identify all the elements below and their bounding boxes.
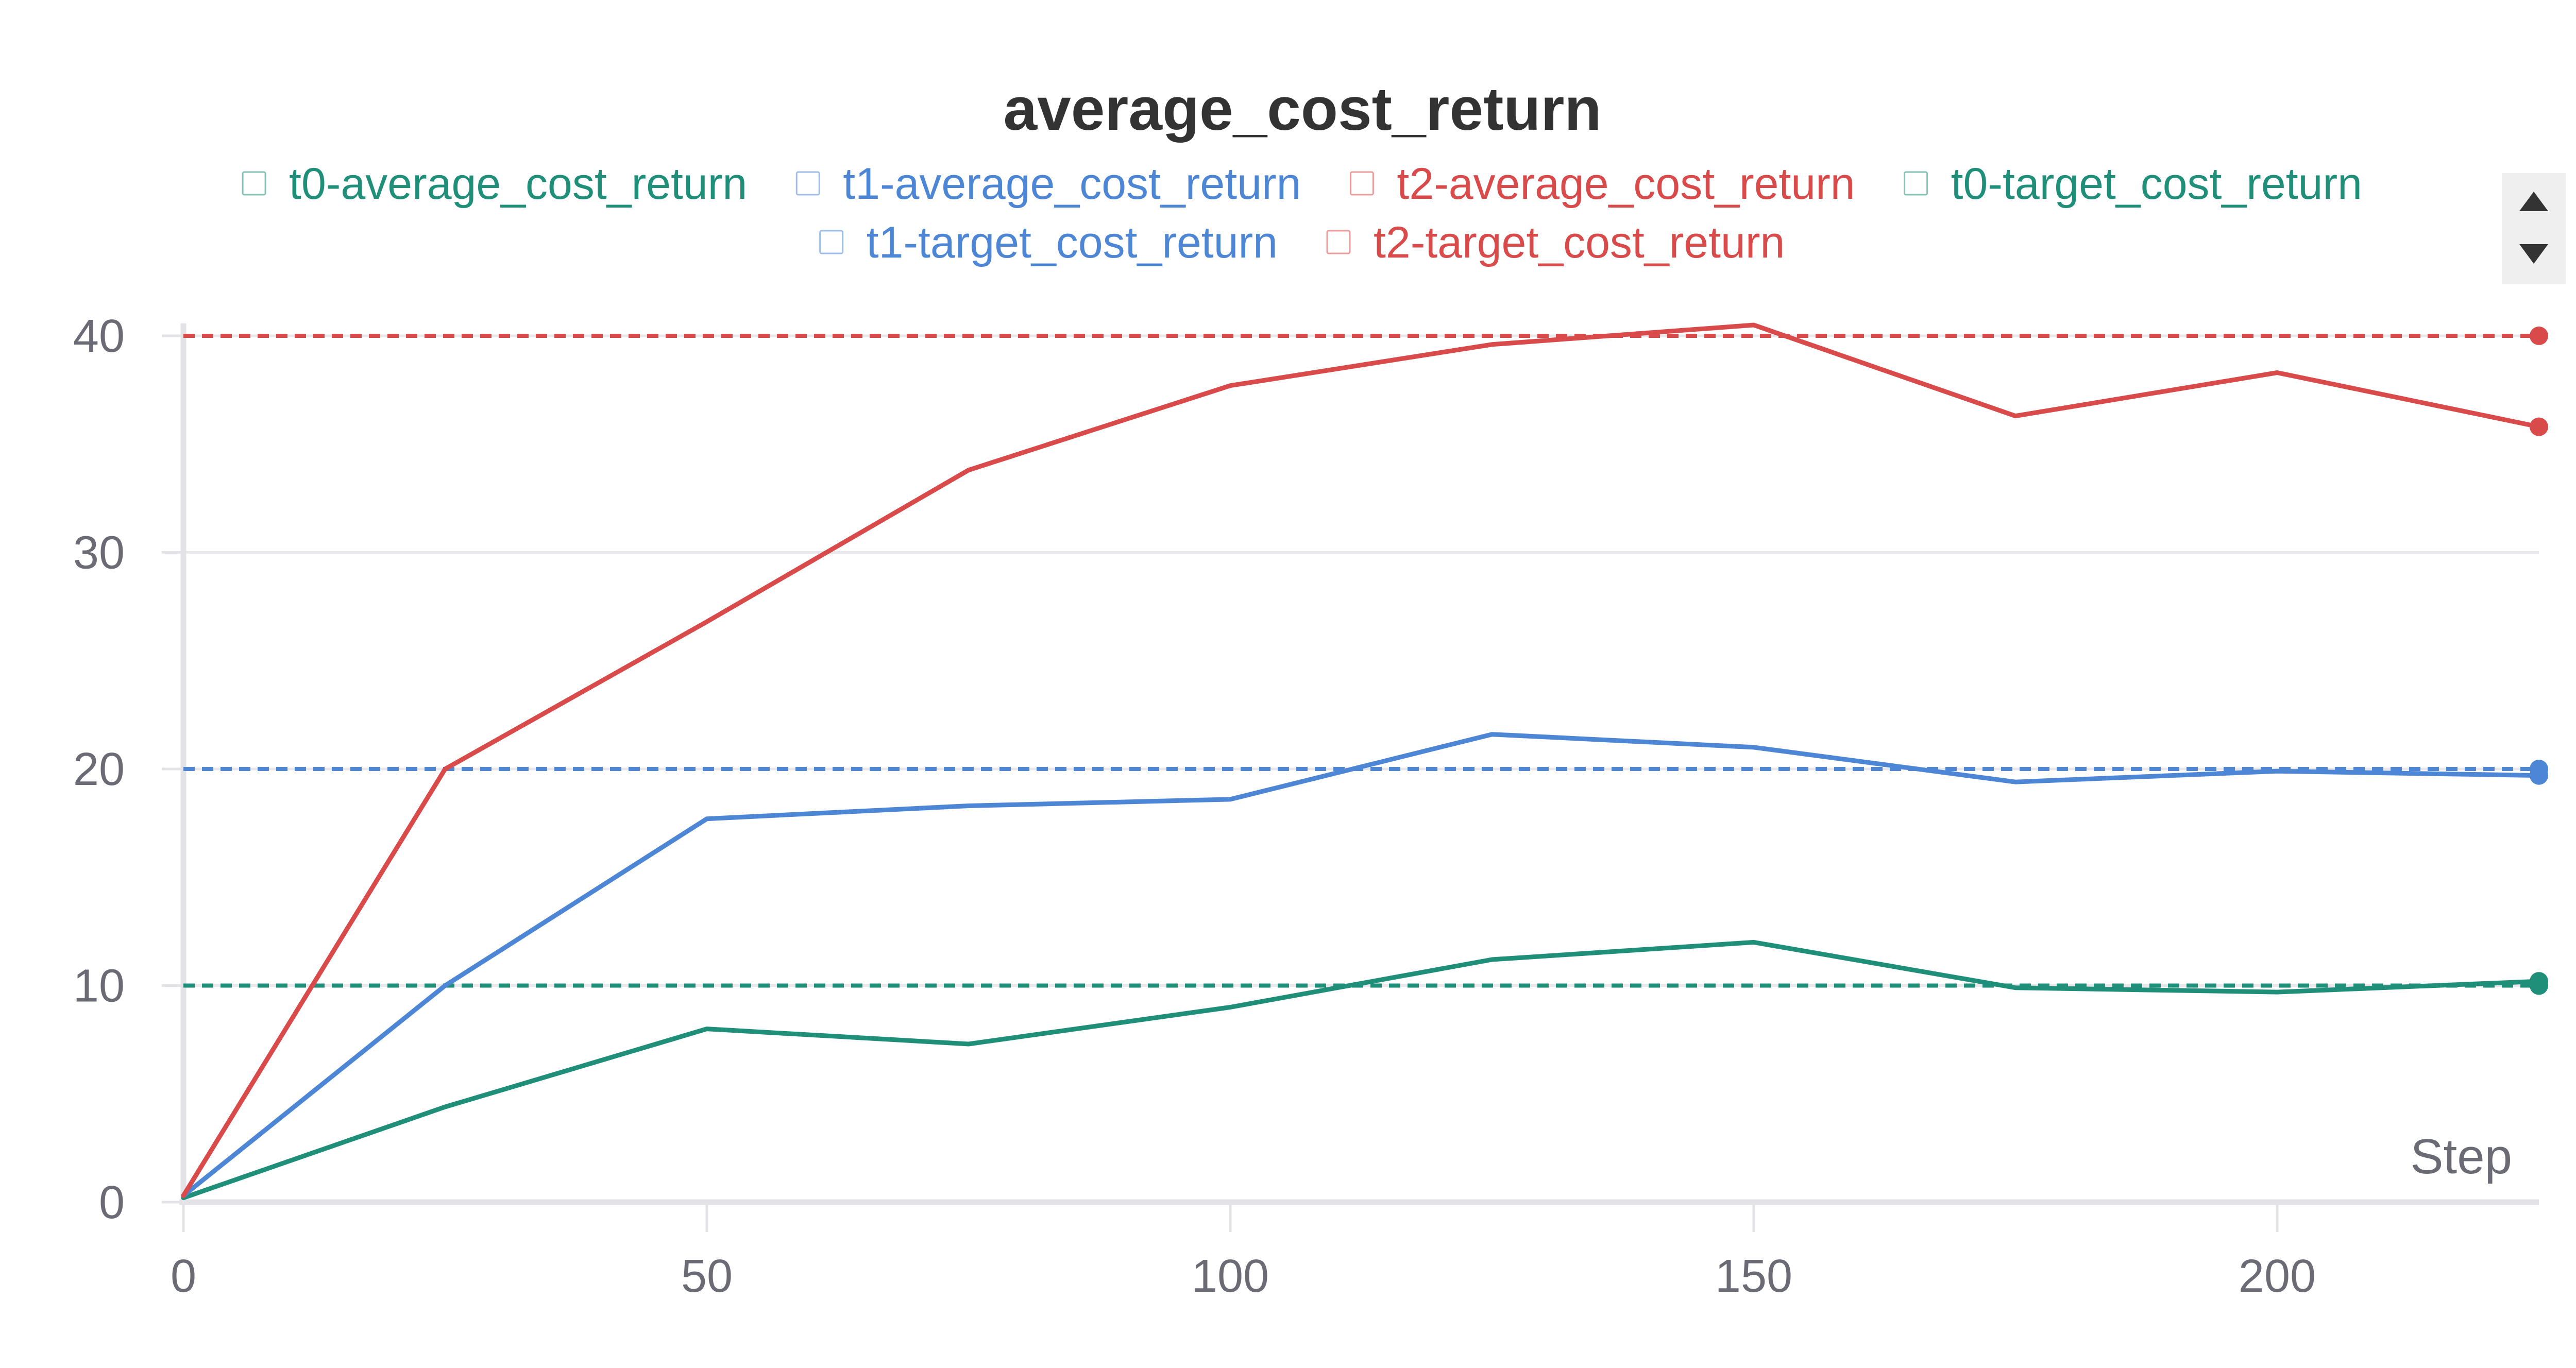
legend-item[interactable]: t1-target_cost_return xyxy=(819,218,1278,267)
legend-label: t1-average_cost_return xyxy=(843,159,1301,209)
y-tick-labels: 0 10 20 30 40 xyxy=(73,311,183,1228)
legend-scroll-background xyxy=(2502,173,2566,284)
legend: t0-average_cost_return t1-average_cost_re… xyxy=(242,159,2362,267)
x-tick-label: 200 xyxy=(2239,1251,2316,1302)
legend-label: t2-target_cost_return xyxy=(1374,218,1785,267)
legend-swatch xyxy=(1326,230,1351,254)
legend-swatch xyxy=(1904,171,1928,196)
triangle-down-icon[interactable] xyxy=(2519,244,2548,264)
x-tick-label: 150 xyxy=(1715,1251,1792,1302)
triangle-up-icon[interactable] xyxy=(2519,192,2548,211)
legend-label: t0-average_cost_return xyxy=(289,159,747,209)
legend-item[interactable]: t1-average_cost_return xyxy=(795,159,1301,209)
series-lines xyxy=(181,322,2541,1201)
x-tick-label: 0 xyxy=(171,1251,196,1302)
series-line-t2-average-cost-return xyxy=(181,322,2541,1198)
y-tick-label: 10 xyxy=(73,961,125,1012)
chart-title: average_cost_return xyxy=(1004,75,1602,143)
legend-item[interactable]: t2-average_cost_return xyxy=(1349,159,1855,209)
y-tick-label: 0 xyxy=(99,1177,125,1228)
end-marker-t0-average-cost-return xyxy=(2530,972,2548,991)
x-tick-label: 50 xyxy=(681,1251,733,1302)
legend-item[interactable]: t0-average_cost_return xyxy=(242,159,747,209)
x-tick-labels: 0 50 100 150 200 xyxy=(171,1202,2316,1302)
legend-row: t0-average_cost_return t1-average_cost_re… xyxy=(242,159,2362,209)
legend-label: t2-average_cost_return xyxy=(1397,159,1855,209)
legend-item[interactable]: t2-target_cost_return xyxy=(1326,218,1785,267)
series-end-markers xyxy=(2530,327,2548,995)
legend-swatch xyxy=(1349,171,1374,196)
y-tick-label: 30 xyxy=(73,527,125,579)
legend-label: t1-target_cost_return xyxy=(867,218,1278,267)
legend-swatch xyxy=(795,171,820,196)
y-tick-label: 40 xyxy=(73,311,125,362)
legend-swatch xyxy=(242,171,266,196)
end-marker-t2-average-cost-return xyxy=(2530,417,2548,436)
end-marker-t2-target-cost-return xyxy=(2530,327,2548,345)
series-line-t1-average-cost-return xyxy=(181,732,2541,1198)
end-marker-t1-average-cost-return xyxy=(2530,766,2548,785)
axes xyxy=(179,323,2539,1205)
series-line-t0-average-cost-return xyxy=(181,939,2541,1201)
legend-label: t0-target_cost_return xyxy=(1951,159,2362,209)
y-tick-label: 20 xyxy=(73,744,125,795)
legend-scroll[interactable] xyxy=(2502,173,2566,284)
x-axis-label: Step xyxy=(2411,1129,2512,1184)
legend-swatch xyxy=(819,230,844,254)
gridlines xyxy=(183,334,2539,987)
legend-row: t1-target_cost_return t2-target_cost_retu… xyxy=(819,218,1785,267)
x-tick-label: 100 xyxy=(1192,1251,1269,1302)
legend-item[interactable]: t0-target_cost_return xyxy=(1904,159,2362,209)
